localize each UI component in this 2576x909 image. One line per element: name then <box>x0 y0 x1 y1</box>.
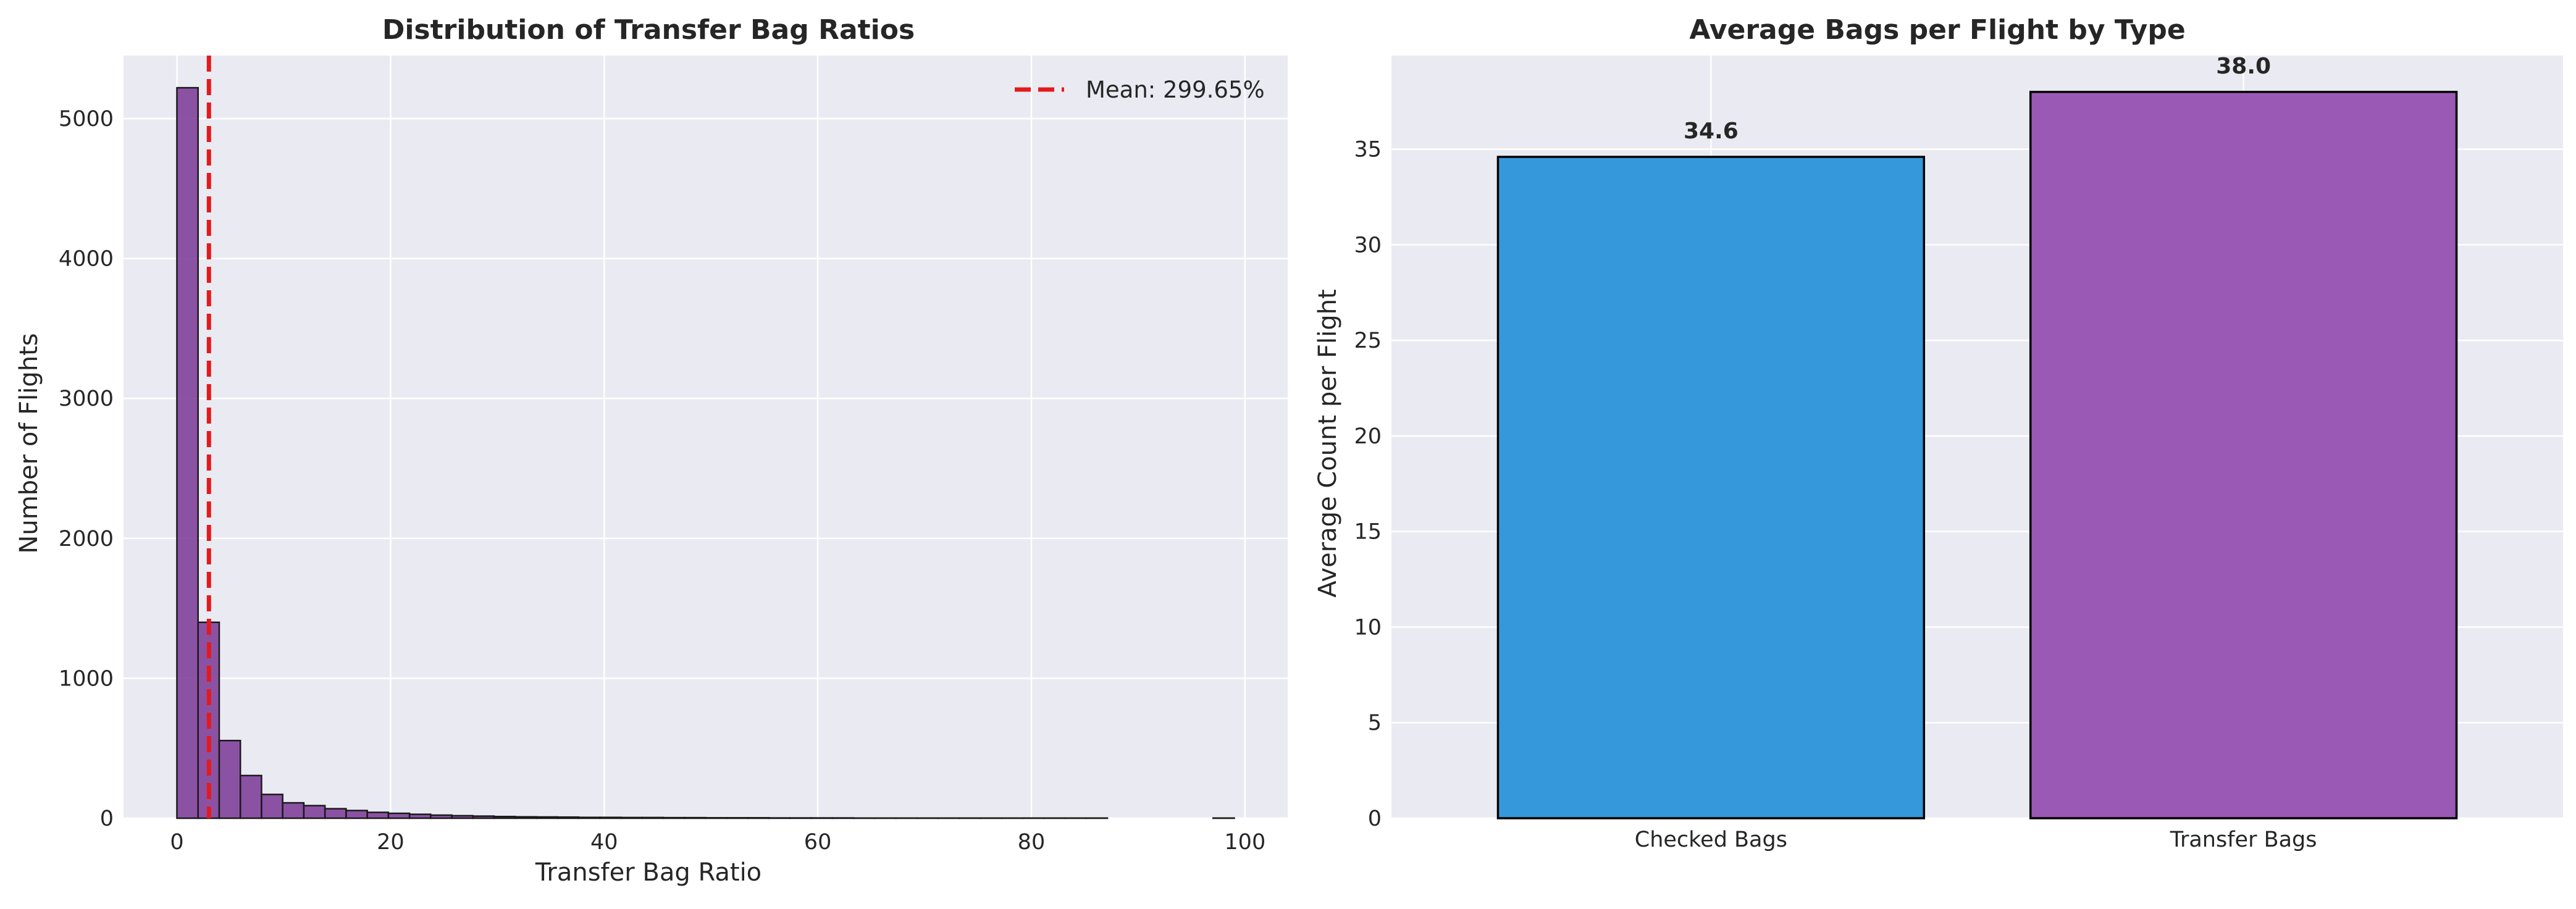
y-tick-label: 0 <box>100 806 114 831</box>
bar-y-axis-label: Average Count per Flight <box>1314 289 1342 597</box>
histogram-bar <box>473 816 494 818</box>
histogram-bar <box>409 815 430 818</box>
histogram-y-axis-label: Number of Flights <box>15 333 43 553</box>
x-tick-label: 0 <box>170 830 183 855</box>
x-tick-label: 40 <box>590 830 618 855</box>
x-tick-checked-bags: Checked Bags <box>1635 827 1787 852</box>
histogram-bar <box>452 816 473 818</box>
histogram-bar <box>515 817 536 818</box>
x-tick-label: 100 <box>1224 830 1265 855</box>
x-tick-label: 60 <box>804 830 832 855</box>
bar-chart-title: Average Bags per Flight by Type <box>1689 14 2185 46</box>
histogram-bar <box>283 803 304 818</box>
y-tick-label: 20 <box>1354 424 1382 449</box>
histogram-bar <box>494 816 515 818</box>
y-tick-label: 30 <box>1354 233 1382 258</box>
histogram-chart: 0 20 40 60 80 100 0 1000 2000 3000 4000 5000 Distr… <box>15 14 1288 887</box>
data-label-checked-bags: 34.6 <box>1684 119 1739 144</box>
y-tick-label: 0 <box>1368 806 1382 831</box>
bar-y-tick-labels: 0 5 10 15 20 25 30 35 <box>1354 138 1382 831</box>
histogram-bar <box>558 817 579 818</box>
histogram-y-tick-labels: 0 1000 2000 3000 4000 5000 <box>59 107 114 831</box>
legend-mean-label: Mean: 299.65% <box>1086 77 1265 103</box>
histogram-bar <box>367 812 388 818</box>
bar-checked-bags <box>1498 157 1924 818</box>
data-label-transfer-bags: 38.0 <box>2216 54 2271 79</box>
histogram-bar <box>304 806 325 818</box>
y-tick-label: 5000 <box>59 107 114 132</box>
bar-chart: 34.6 38.0 Checked Bags Transfer Bags 0 5 1… <box>1314 14 2563 852</box>
bar-transfer-bags <box>2031 92 2457 818</box>
histogram-bar <box>430 815 451 818</box>
x-tick-transfer-bags: Transfer Bags <box>2170 827 2317 852</box>
histogram-bar <box>240 776 261 818</box>
histogram-bar <box>219 740 240 818</box>
y-tick-label: 10 <box>1354 615 1382 640</box>
y-tick-label: 35 <box>1354 138 1382 162</box>
histogram-x-axis-label: Transfer Bag Ratio <box>535 858 761 887</box>
y-tick-label: 3000 <box>59 387 114 411</box>
histogram-plot-area <box>124 56 1288 818</box>
y-tick-label: 4000 <box>59 247 114 272</box>
x-tick-label: 20 <box>377 830 405 855</box>
y-tick-label: 15 <box>1354 520 1382 545</box>
y-tick-label: 5 <box>1368 711 1382 735</box>
histogram-x-tick-labels: 0 20 40 60 80 100 <box>170 830 1265 855</box>
x-tick-label: 80 <box>1018 830 1046 855</box>
y-tick-label: 2000 <box>59 527 114 551</box>
histogram-bar <box>261 794 282 818</box>
y-tick-label: 1000 <box>59 666 114 691</box>
histogram-bar <box>325 809 346 818</box>
bar-x-tick-labels: Checked Bags Transfer Bags <box>1635 827 2317 852</box>
y-tick-label: 25 <box>1354 329 1382 353</box>
histogram-bar <box>537 817 558 818</box>
histogram-bar <box>346 811 367 818</box>
histogram-bar <box>388 813 409 818</box>
histogram-title: Distribution of Transfer Bag Ratios <box>382 14 915 46</box>
histogram-bar <box>177 88 198 818</box>
